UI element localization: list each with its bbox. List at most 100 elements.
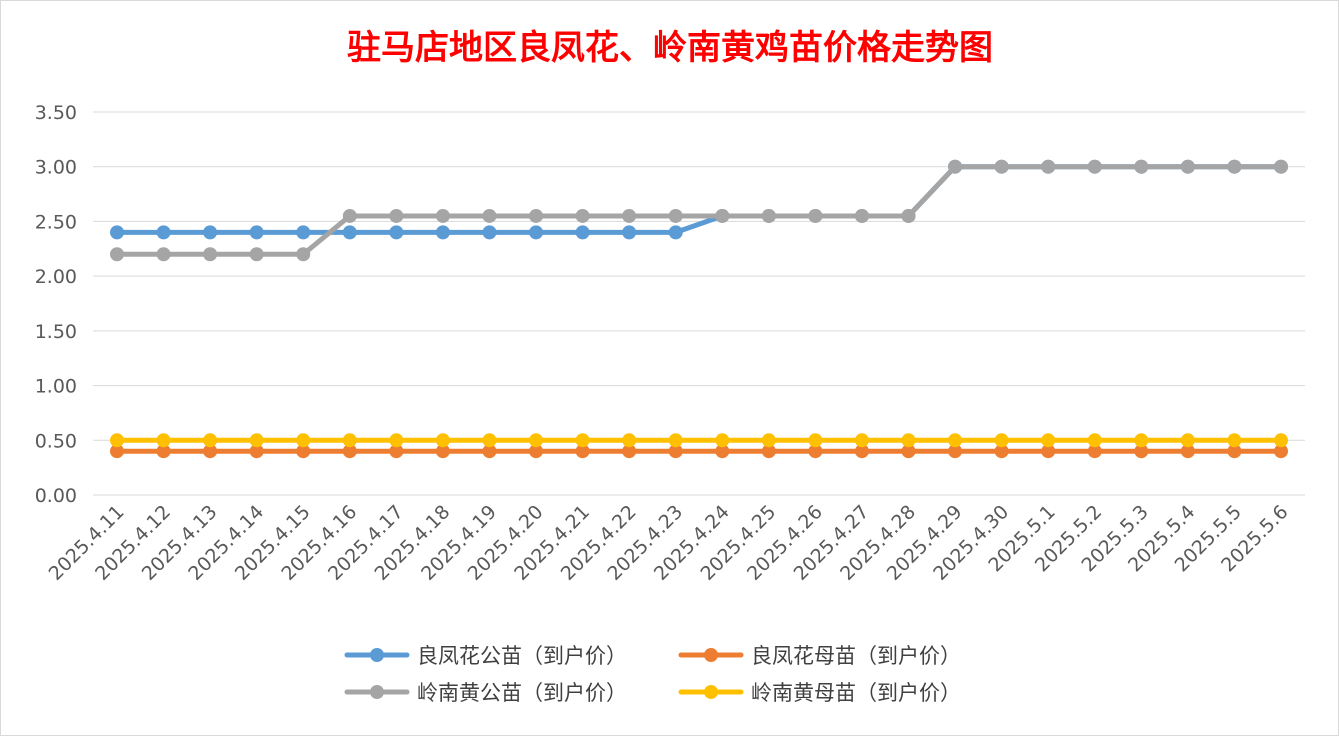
data-point [529,225,544,240]
data-point [808,444,823,459]
y-tick-label: 3.50 [35,102,77,124]
data-point [1041,159,1056,174]
legend-label: 良凤花公苗（到户价） [417,644,627,668]
data-point [761,444,776,459]
data-point [296,444,311,459]
data-point [808,208,823,223]
gridlines [93,111,1305,496]
y-tick-label: 3.00 [35,157,77,179]
data-point [529,433,544,448]
series-lines [110,159,1288,459]
legend-item: 良凤花母苗（到户价） [678,644,961,668]
data-point [110,433,124,448]
data-point [435,208,450,223]
data-point [203,433,218,448]
data-point [389,444,404,459]
data-point [622,225,637,240]
data-point [1180,159,1195,174]
data-point [948,433,963,448]
data-point [575,225,590,240]
data-point [1041,433,1056,448]
data-point [901,444,916,459]
y-tick-label: 2.50 [35,211,77,233]
data-point [901,433,916,448]
y-tick-label: 0.50 [35,430,77,452]
data-point [296,433,311,448]
data-point [342,444,357,459]
data-point [296,247,311,262]
data-point [622,208,637,223]
data-point [1087,433,1102,448]
data-point [156,433,171,448]
data-point [1180,444,1195,459]
data-point [203,247,218,262]
data-point [808,433,823,448]
data-point [482,225,497,240]
data-point [948,444,963,459]
data-point [203,444,218,459]
data-point [668,208,683,223]
data-point [110,444,124,459]
y-tick-label: 2.00 [35,266,77,288]
legend: 良凤花公苗（到户价） 良凤花母苗（到户价） 岭南黄公苗（到户价） 岭南黄母苗（到户价） [344,644,961,705]
data-point [715,433,730,448]
data-point [110,225,124,240]
data-point [342,433,357,448]
data-point [435,444,450,459]
series-4 [110,433,1288,448]
data-point [1087,444,1102,459]
data-point [1041,444,1056,459]
data-point [156,225,171,240]
data-point [296,225,311,240]
data-point [622,444,637,459]
y-axis: 0.00 0.50 1.00 1.50 2.00 2.50 3.00 3.50 [35,102,77,507]
data-point [1274,159,1288,174]
legend-item: 岭南黄公苗（到户价） [344,681,627,705]
data-point [110,247,124,262]
data-point [529,444,544,459]
data-point [575,444,590,459]
data-point [668,225,683,240]
data-point [668,444,683,459]
legend-label: 良凤花母苗（到户价） [751,644,961,668]
data-point [994,159,1009,174]
legend-item: 良凤花公苗（到户价） [344,644,627,668]
x-axis: 2025.4.112025.4.122025.4.132025.4.142025… [45,501,1293,585]
y-tick-label: 1.00 [35,376,77,398]
data-point [342,208,357,223]
data-point [435,433,450,448]
data-point [156,444,171,459]
data-point [1227,444,1242,459]
data-point [994,444,1009,459]
data-point [435,225,450,240]
data-point [715,208,730,223]
data-point [1087,159,1102,174]
data-point [249,225,264,240]
legend-marker-icon [370,685,384,699]
data-point [249,247,264,262]
data-point [1227,159,1242,174]
data-point [1134,433,1149,448]
legend-item: 岭南黄母苗（到户价） [678,681,961,705]
data-point [622,433,637,448]
series-line [114,164,1284,235]
data-point [668,433,683,448]
data-point [482,208,497,223]
data-point [901,208,916,223]
data-point [994,433,1009,448]
data-point [575,208,590,223]
data-point [761,433,776,448]
data-point [1274,444,1288,459]
data-point [854,433,869,448]
legend-label: 岭南黄母苗（到户价） [751,681,961,705]
data-point [1134,159,1149,174]
data-point [1180,433,1195,448]
legend-marker-icon [370,648,384,662]
data-point [389,225,404,240]
chart-title: 驻马店地区良凤花、岭南黄鸡苗价格走势图 [347,28,993,68]
data-point [203,225,218,240]
y-tick-label: 0.00 [35,485,77,507]
legend-marker-icon [704,648,718,662]
